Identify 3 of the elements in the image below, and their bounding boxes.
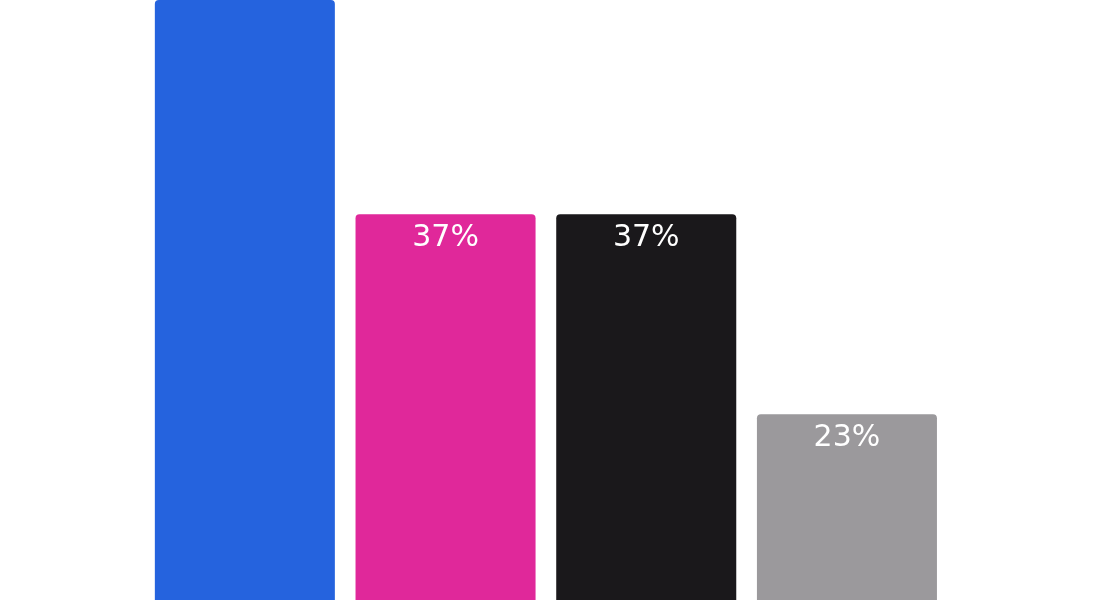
data-label: 37% (612, 218, 680, 254)
data-label: 23% (813, 418, 881, 454)
data-label: 37% (412, 218, 479, 254)
